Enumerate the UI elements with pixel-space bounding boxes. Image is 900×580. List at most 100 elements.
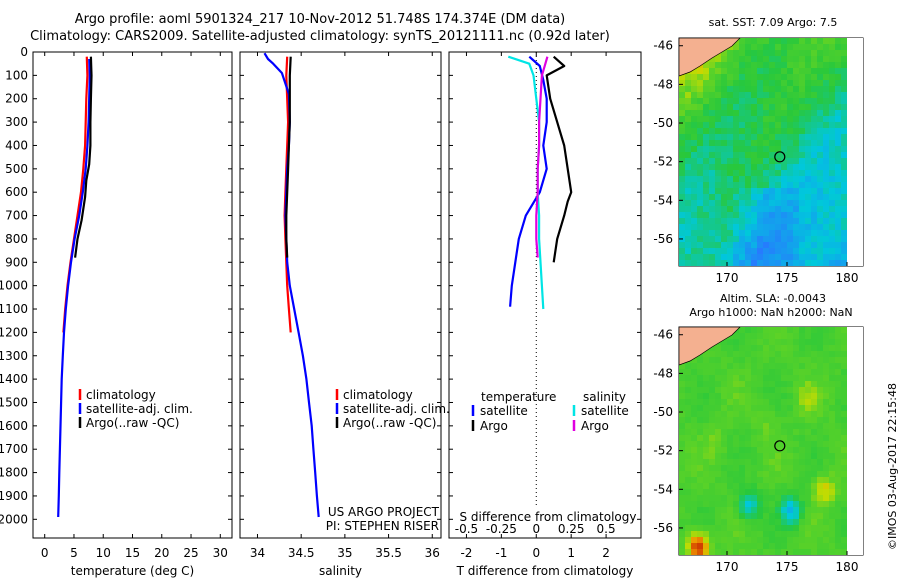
map-cell: [751, 429, 757, 435]
map-cell: [697, 212, 703, 218]
map-cell: [829, 86, 835, 92]
map-cell: [697, 110, 703, 116]
map-cell: [751, 459, 757, 465]
map-cell: [745, 531, 751, 537]
map-cell: [787, 351, 793, 357]
map-cell: [751, 134, 757, 140]
map-cell: [787, 441, 793, 447]
map-cell: [793, 50, 799, 56]
map-cell: [751, 44, 757, 50]
map-cell: [745, 164, 751, 170]
map-cell: [733, 357, 739, 363]
map-cell: [745, 212, 751, 218]
map-cell: [733, 363, 739, 369]
map-cell: [679, 176, 685, 182]
map-cell: [841, 489, 847, 495]
map-cell: [727, 531, 733, 537]
map-cell: [691, 248, 697, 254]
map-cell: [715, 375, 721, 381]
map-cell: [763, 110, 769, 116]
map-cell: [727, 513, 733, 519]
map-cell: [817, 170, 823, 176]
map-cell: [739, 158, 745, 164]
map-cell: [805, 459, 811, 465]
map-cell: [835, 483, 841, 489]
map-cell: [757, 140, 763, 146]
map-cell: [721, 74, 727, 80]
map-cell: [691, 417, 697, 423]
map-cell: [763, 525, 769, 531]
map-cell: [841, 128, 847, 134]
map-cell: [775, 417, 781, 423]
map-cell: [757, 399, 763, 405]
map-cell: [823, 435, 829, 441]
map-cell: [781, 375, 787, 381]
map-cell: [703, 471, 709, 477]
map-cell: [727, 483, 733, 489]
map-cell: [811, 86, 817, 92]
map-cell: [733, 86, 739, 92]
map-cell: [727, 411, 733, 417]
map-cell: [685, 164, 691, 170]
map-cell: [829, 339, 835, 345]
map-cell: [829, 116, 835, 122]
map-cell: [793, 477, 799, 483]
map-cell: [709, 62, 715, 68]
map-cell: [751, 164, 757, 170]
map-cell: [805, 411, 811, 417]
map-cell: [721, 194, 727, 200]
map-cell: [841, 351, 847, 357]
map-cell: [811, 393, 817, 399]
map-cell: [733, 507, 739, 513]
map-cell: [787, 483, 793, 489]
map-cell: [841, 495, 847, 501]
map-cell: [799, 164, 805, 170]
map-cell: [841, 429, 847, 435]
map-cell: [787, 236, 793, 242]
map-cell: [715, 459, 721, 465]
map-cell: [763, 176, 769, 182]
map-cell: [799, 543, 805, 549]
plot-frame: [239, 51, 442, 539]
map-cell: [733, 218, 739, 224]
map-cell: [685, 435, 691, 441]
map-cell: [805, 375, 811, 381]
map-cell: [769, 56, 775, 62]
map-cell: [757, 465, 763, 471]
map-cell: [685, 447, 691, 453]
map-cell: [763, 423, 769, 429]
map-cell: [757, 357, 763, 363]
map-cell: [817, 260, 823, 266]
map-cell: [709, 417, 715, 423]
map-cell: [709, 531, 715, 537]
map-cell: [691, 170, 697, 176]
map-cell: [811, 170, 817, 176]
map-cell: [817, 194, 823, 200]
map-cell: [709, 369, 715, 375]
map-cell: [799, 68, 805, 74]
map-cell: [727, 549, 733, 555]
map-cell: [715, 56, 721, 62]
map-cell: [769, 411, 775, 417]
map-cell: [679, 158, 685, 164]
map-cell: [751, 411, 757, 417]
map-cell: [823, 224, 829, 230]
map-cell: [841, 345, 847, 351]
map-cell: [769, 537, 775, 543]
map-cell: [805, 62, 811, 68]
map-cell: [685, 459, 691, 465]
map-cell: [823, 176, 829, 182]
map-cell: [751, 56, 757, 62]
map-cell: [817, 429, 823, 435]
map-cell: [817, 417, 823, 423]
map-cell: [781, 339, 787, 345]
map-cell: [751, 122, 757, 128]
map-cell: [769, 200, 775, 206]
map-cell: [703, 537, 709, 543]
map-cell: [811, 387, 817, 393]
map-cell: [835, 176, 841, 182]
map-cell: [775, 363, 781, 369]
map-cell: [781, 80, 787, 86]
map-cell: [799, 435, 805, 441]
map-cell: [841, 92, 847, 98]
